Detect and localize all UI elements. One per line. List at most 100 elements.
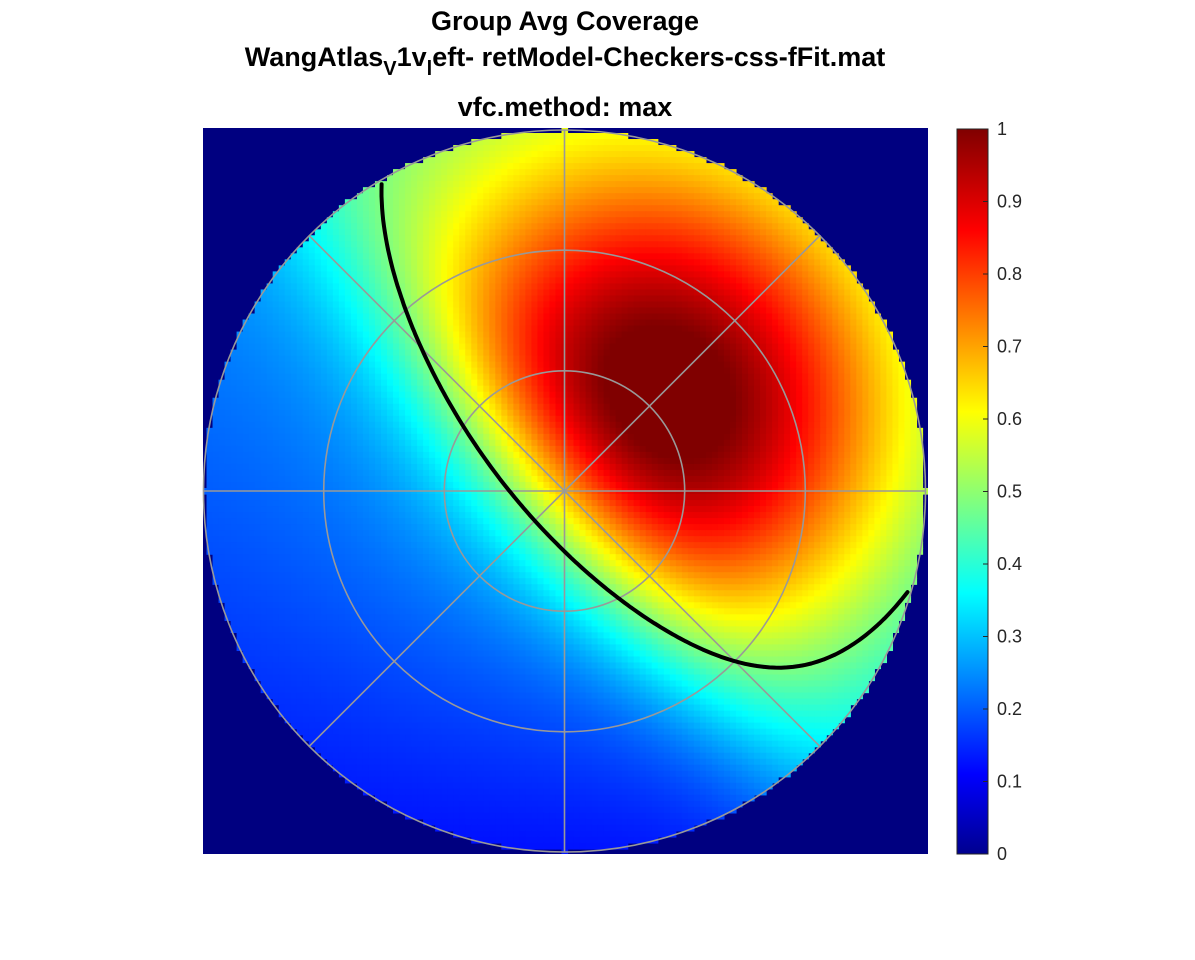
heatmap-cell — [525, 169, 533, 176]
heatmap-cell — [651, 229, 659, 236]
heatmap-cell — [314, 409, 322, 417]
heatmap-cell — [874, 439, 881, 447]
heatmap-cell — [874, 451, 881, 459]
heatmap-cell — [519, 319, 526, 327]
heatmap-cell — [296, 439, 304, 447]
heatmap-cell — [651, 361, 659, 369]
heatmap-cell — [579, 235, 587, 242]
heatmap-cell — [723, 307, 731, 315]
heatmap-cell — [735, 241, 743, 248]
heatmap-cell — [663, 289, 671, 297]
heatmap-cell — [519, 271, 526, 279]
heatmap-cell — [272, 277, 280, 285]
heatmap-cell — [314, 277, 322, 285]
heatmap-cell — [441, 289, 448, 297]
heatmap-cell — [537, 331, 545, 339]
heatmap-cell — [483, 247, 490, 254]
heatmap-cell — [711, 373, 719, 381]
heatmap-cell — [519, 367, 526, 375]
heatmap-cell — [615, 289, 623, 297]
heatmap-cell — [681, 307, 689, 315]
heatmap-cell — [441, 409, 448, 417]
heatmap-cell — [675, 241, 683, 248]
heatmap-cell — [326, 409, 334, 417]
heatmap-cell — [290, 445, 298, 453]
heatmap-cell — [802, 367, 809, 375]
heatmap-cell — [772, 229, 779, 236]
heatmap-cell — [597, 439, 605, 447]
heatmap-cell — [693, 439, 701, 447]
heatmap-cell — [657, 271, 665, 279]
heatmap-cell — [579, 301, 587, 309]
heatmap-cell — [447, 379, 454, 387]
heatmap-cell — [705, 217, 713, 224]
heatmap-cell — [290, 361, 298, 369]
heatmap-cell — [657, 295, 665, 303]
heatmap-cell — [699, 187, 707, 194]
heatmap-cell — [278, 271, 286, 279]
heatmap-cell — [735, 427, 743, 435]
heatmap-cell — [224, 361, 232, 369]
heatmap-cell — [772, 211, 779, 218]
heatmap-cell — [699, 325, 707, 333]
heatmap-cell — [820, 295, 827, 303]
heatmap-cell — [645, 259, 653, 266]
heatmap-cell — [525, 307, 533, 315]
heatmap-cell — [320, 223, 328, 230]
heatmap-cell — [248, 403, 256, 411]
heatmap-cell — [826, 283, 833, 291]
heatmap-cell — [687, 217, 695, 224]
heatmap-cell — [591, 145, 599, 152]
heatmap-cell — [230, 451, 238, 459]
heatmap-cell — [435, 229, 442, 236]
heatmap-cell — [868, 355, 875, 363]
heatmap-cell — [272, 289, 280, 297]
heatmap-cell — [597, 133, 605, 140]
heatmap-cell — [633, 343, 641, 351]
heatmap-cell — [417, 427, 424, 435]
heatmap-cell — [368, 325, 376, 333]
heatmap-cell — [741, 223, 749, 230]
heatmap-cell — [290, 325, 298, 333]
heatmap-cell — [633, 433, 641, 441]
heatmap-cell — [760, 265, 767, 272]
heatmap-cell — [513, 193, 520, 200]
heatmap-cell — [675, 307, 683, 315]
heatmap-cell — [663, 331, 671, 339]
heatmap-cell — [483, 421, 490, 429]
heatmap-cell — [597, 403, 605, 411]
heatmap-cell — [206, 433, 214, 441]
heatmap-cell — [862, 331, 869, 339]
heatmap-cell — [711, 445, 719, 453]
heatmap-cell — [453, 163, 460, 170]
heatmap-cell — [766, 337, 773, 345]
heatmap-cell — [495, 229, 502, 236]
heatmap-cell — [296, 403, 304, 411]
heatmap-cell — [513, 409, 520, 417]
heatmap-cell — [760, 403, 767, 411]
heatmap-cell — [826, 271, 833, 279]
heatmap-cell — [242, 361, 250, 369]
heatmap-cell — [387, 415, 394, 423]
heatmap-cell — [699, 217, 707, 224]
heatmap-cell — [729, 193, 737, 200]
heatmap-cell — [314, 247, 322, 254]
heatmap-cell — [693, 445, 701, 453]
heatmap-cell — [278, 379, 286, 387]
heatmap-cell — [754, 277, 761, 285]
heatmap-cell — [669, 433, 677, 441]
heatmap-cell — [332, 307, 340, 315]
heatmap-cell — [633, 205, 641, 212]
heatmap-cell — [826, 295, 833, 303]
heatmap-cell — [844, 379, 851, 387]
heatmap-cell — [790, 289, 797, 297]
heatmap-cell — [284, 295, 292, 303]
heatmap-cell — [290, 277, 298, 285]
heatmap-cell — [477, 355, 484, 363]
heatmap-cell — [579, 421, 587, 429]
heatmap-cell — [778, 217, 785, 224]
heatmap-cell — [344, 289, 352, 297]
heatmap-cell — [567, 307, 575, 315]
heatmap-cell — [429, 181, 436, 188]
heatmap-cell — [405, 295, 412, 303]
